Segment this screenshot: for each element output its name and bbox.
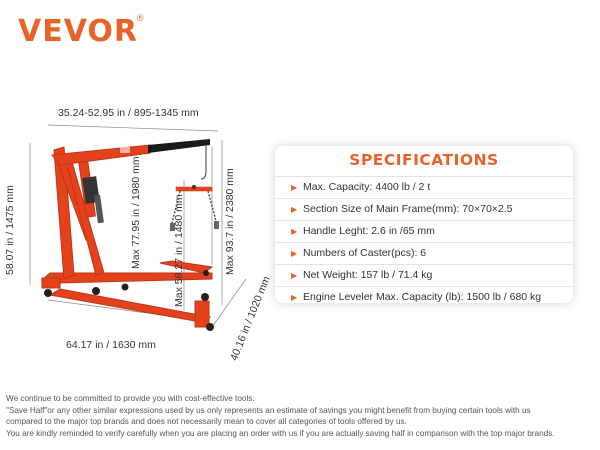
disclaimer-line: "Save Half"or any other similar expressi… xyxy=(6,405,531,415)
spec-text: Handle Leght: 2.6 in /65 mm xyxy=(303,225,435,237)
arrow-right-icon: ▶ xyxy=(291,227,298,236)
spec-item-casters: ▶ Numbers of Caster(pcs): 6 xyxy=(275,242,573,264)
right-height-label: Max 93.7 in / 2380 mm xyxy=(224,168,236,275)
left-height-label: 58.07 in / 1475 mm xyxy=(4,185,16,275)
disclaimer-line: compared to the major top brands and doe… xyxy=(6,417,407,426)
spec-text: Section Size of Main Frame(mm): 70×70×2.… xyxy=(303,203,513,215)
spec-item-section-size: ▶ Section Size of Main Frame(mm): 70×70×… xyxy=(275,198,573,220)
disclaimer-line: You are kindly reminded to verify carefu… xyxy=(6,428,555,438)
crane-boom xyxy=(51,139,210,166)
spec-text: Numbers of Caster(pcs): 6 xyxy=(303,247,427,259)
registered-mark: ® xyxy=(137,13,144,23)
hook-height-label: Max 77.95 in / 1980 mm xyxy=(130,156,142,269)
spec-text: Max. Capacity: 4400 lb / 2 t xyxy=(303,181,431,193)
spec-text: Engine Leveler Max. Capacity (lb): 1500 … xyxy=(303,291,542,303)
top-width-label: 35.24-52.95 in / 895-1345 mm xyxy=(58,107,199,119)
disclaimer: We continue to be committed to provide y… xyxy=(6,393,596,439)
spec-item-capacity: ▶ Max. Capacity: 4400 lb / 2 t xyxy=(275,176,573,198)
crane-base xyxy=(40,260,214,328)
crane-casters xyxy=(44,270,214,331)
spec-item-handle-length: ▶ Handle Leght: 2.6 in /65 mm xyxy=(275,220,573,242)
hydraulic-ram xyxy=(77,154,104,224)
arrow-right-icon: ▶ xyxy=(291,293,298,302)
brand-logo: VEVOR xyxy=(18,14,139,49)
specifications-card: SPECIFICATIONS ▶ Max. Capacity: 4400 lb … xyxy=(275,146,573,303)
dimension-lines xyxy=(29,124,247,328)
crane-hook xyxy=(200,145,207,180)
arrow-right-icon: ▶ xyxy=(291,249,298,258)
spec-text: Net Weight: 157 lb / 71.4 kg xyxy=(303,269,433,281)
specifications-title: SPECIFICATIONS xyxy=(349,151,499,169)
base-length-label: 64.17 in / 1630 mm xyxy=(66,339,156,351)
leveler-height-label: Max 58.27 in / 1480 mm xyxy=(173,194,185,307)
specifications-list: ▶ Max. Capacity: 4400 lb / 2 t ▶ Section… xyxy=(275,176,573,308)
spec-item-net-weight: ▶ Net Weight: 157 lb / 71.4 kg xyxy=(275,264,573,286)
spec-item-leveler-capacity: ▶ Engine Leveler Max. Capacity (lb): 150… xyxy=(275,286,573,308)
arrow-right-icon: ▶ xyxy=(291,271,298,280)
disclaimer-line: We continue to be committed to provide y… xyxy=(6,394,255,403)
arrow-right-icon: ▶ xyxy=(291,183,298,192)
crane-illustration xyxy=(29,124,247,331)
crane-diagram: 35.24-52.95 in / 895-1345 mm 58.07 in / … xyxy=(0,95,275,365)
engine-leveler xyxy=(170,185,219,231)
crane-mast xyxy=(53,146,105,280)
arrow-right-icon: ▶ xyxy=(291,205,298,214)
